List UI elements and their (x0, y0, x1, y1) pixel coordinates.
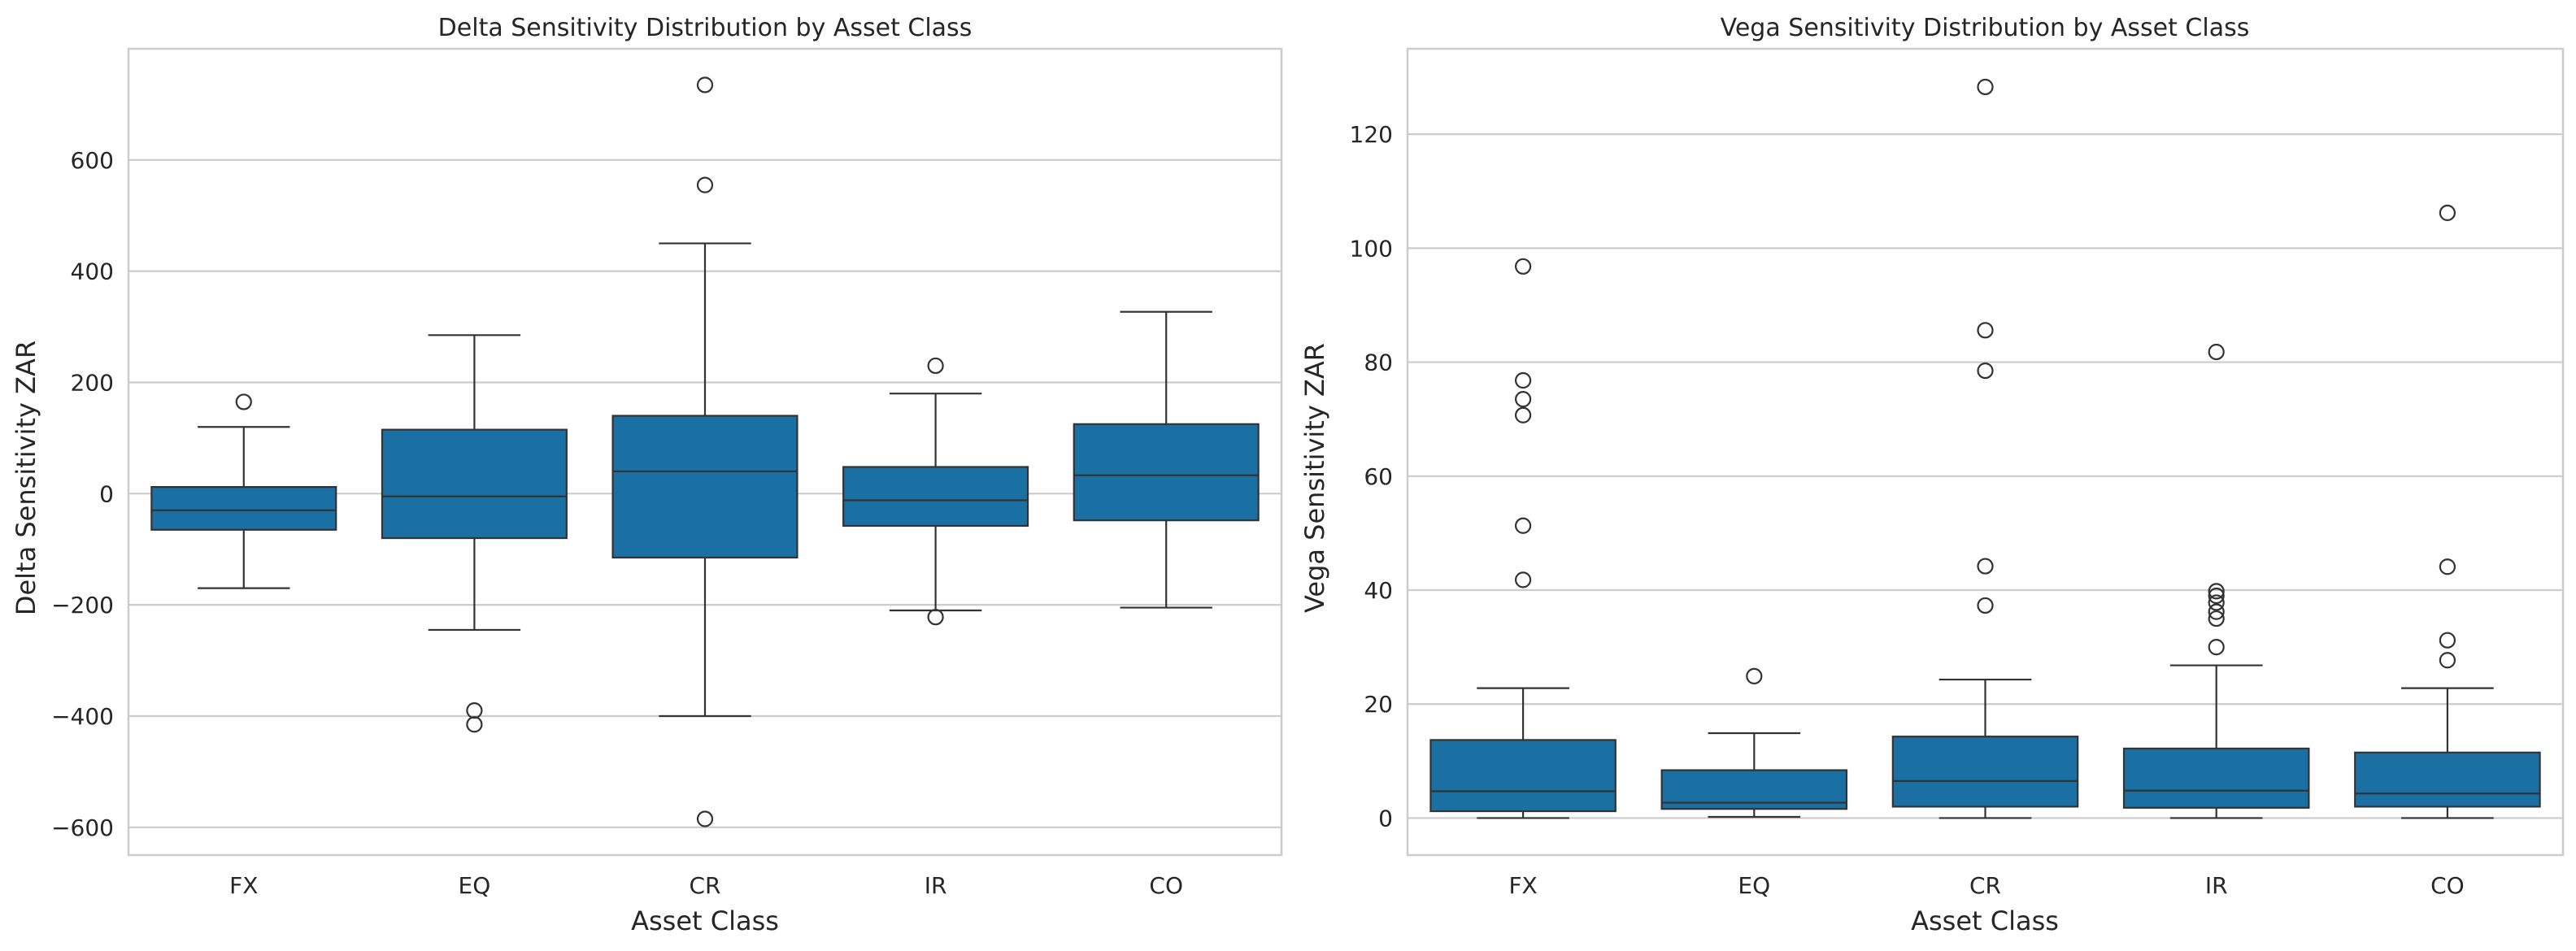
outlier-point (1514, 517, 1532, 534)
delta-box-eq (381, 334, 568, 733)
outlier-point (1514, 391, 1532, 408)
iqr-box (381, 428, 568, 540)
delta-box-fx (150, 393, 337, 589)
outlier-point (1514, 571, 1532, 588)
delta-ytick-label: 400 (71, 258, 114, 285)
vega-xtick-label-eq: EQ (1738, 872, 1770, 899)
outlier-point (696, 176, 714, 193)
outlier-point (466, 716, 483, 733)
outlier-point (2439, 632, 2456, 649)
outlier-point (1977, 362, 1994, 380)
vega-chart-title: Vega Sensitivity Distribution by Asset C… (1721, 14, 2250, 42)
vega-ytick-label: 0 (1378, 805, 1393, 832)
outlier-point (696, 810, 714, 827)
delta-ytick-label: −400 (51, 703, 114, 730)
outlier-point (696, 76, 714, 93)
iqr-box (611, 415, 798, 559)
outlier-point (1514, 406, 1532, 423)
delta-plot-frame (127, 47, 1283, 857)
outlier-point (2208, 583, 2225, 600)
outlier-point (2208, 587, 2225, 605)
outlier-point (1514, 371, 1532, 389)
delta-xtick-label-co: CO (1149, 872, 1183, 899)
vega-chart-ylabel: Vega Sensitivity ZAR (1299, 343, 1330, 613)
vega-xtick-label-cr: CR (1969, 872, 2001, 899)
iqr-box (2354, 751, 2541, 808)
delta-xtick-label-eq: EQ (459, 872, 491, 899)
vega-ytick-label: 120 (1350, 121, 1393, 148)
vega-box-fx (1429, 258, 1617, 819)
delta-xtick-label-fx: FX (229, 872, 258, 899)
outlier-point (1746, 667, 1763, 684)
iqr-box (1073, 423, 1260, 522)
vega-ytick-label: 80 (1364, 350, 1393, 376)
vega-box-co (2354, 204, 2541, 819)
delta-chart: Delta Sensitivity Distribution by Asset … (11, 14, 1283, 936)
vega-xtick-label-co: CO (2430, 872, 2465, 899)
delta-xtick-label-ir: IR (925, 872, 947, 899)
delta-box-cr (611, 76, 798, 827)
vega-plot-frame (1406, 47, 2565, 857)
outlier-point (235, 393, 252, 410)
outlier-point (2439, 204, 2456, 222)
delta-ytick-label: 600 (71, 147, 114, 174)
vega-chart-xlabel: Asset Class (1911, 905, 2059, 936)
delta-chart-xlabel: Asset Class (631, 905, 779, 936)
delta-ytick-label: 200 (71, 369, 114, 396)
iqr-box (842, 466, 1029, 528)
outlier-point (1514, 258, 1532, 275)
vega-ytick-label: 40 (1364, 577, 1393, 604)
delta-ytick-label: −200 (51, 592, 114, 619)
iqr-box (1891, 736, 2079, 808)
iqr-box (1429, 739, 1617, 813)
delta-box-ir (842, 357, 1029, 626)
outlier-point (2208, 610, 2225, 627)
vega-chart: Vega Sensitivity Distribution by Asset C… (1299, 14, 2565, 936)
iqr-box (2122, 747, 2310, 809)
outlier-point (1977, 558, 1994, 575)
delta-xtick-label-cr: CR (689, 872, 720, 899)
vega-box-ir (2122, 343, 2310, 819)
outlier-point (927, 609, 944, 626)
outlier-point (2208, 594, 2225, 611)
outlier-point (2208, 343, 2225, 361)
delta-chart-ylabel: Delta Sensitivity ZAR (11, 341, 41, 615)
delta-chart-title: Delta Sensitivity Distribution by Asset … (438, 14, 973, 42)
delta-ytick-label: 0 (99, 480, 114, 507)
outlier-point (1977, 78, 1994, 96)
outlier-point (2439, 652, 2456, 669)
outlier-point (927, 357, 944, 375)
outlier-point (2208, 639, 2225, 656)
vega-xtick-label-fx: FX (1508, 872, 1537, 899)
vega-ytick-label: 60 (1364, 463, 1393, 490)
outlier-point (2439, 558, 2456, 575)
vega-ytick-label: 100 (1350, 235, 1393, 262)
vega-xtick-label-ir: IR (2205, 872, 2228, 899)
vega-ytick-label: 20 (1364, 691, 1393, 718)
outlier-point (1977, 597, 1994, 614)
iqr-box (150, 486, 337, 531)
delta-ytick-label: −600 (51, 814, 114, 841)
outlier-point (1977, 322, 1994, 339)
vega-box-eq (1660, 667, 1848, 819)
vega-box-cr (1891, 78, 2079, 819)
outlier-point (2208, 603, 2225, 620)
delta-box-co (1073, 310, 1260, 609)
